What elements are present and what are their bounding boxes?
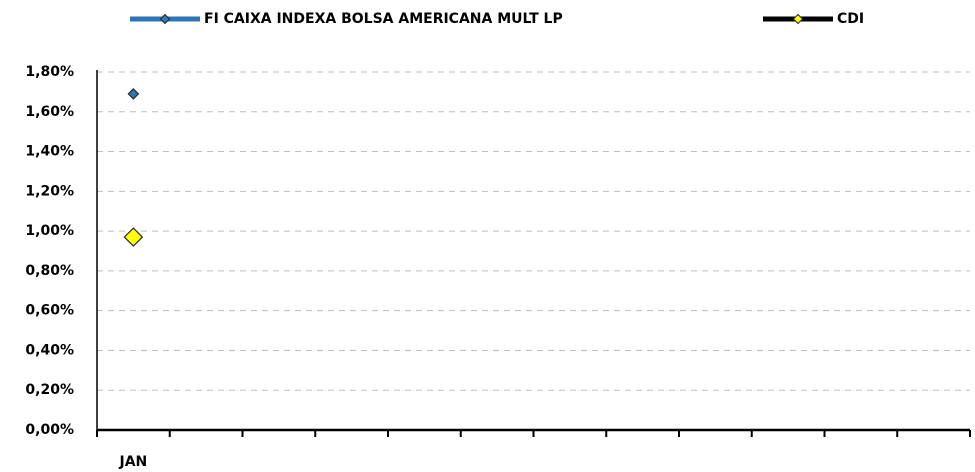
y-tick-label: 0,60% (25, 303, 74, 319)
y-tick-label: 1,80% (25, 64, 74, 80)
y-tick-label: 0,00% (25, 422, 74, 438)
y-tick-label: 1,20% (25, 183, 74, 199)
y-tick-label: 1,60% (25, 104, 74, 120)
legend-label: FI CAIXA INDEXA BOLSA AMERICANA MULT LP (204, 11, 563, 27)
y-tick-label: 0,40% (25, 342, 74, 358)
marker (127, 88, 140, 100)
y-tick-label: 1,00% (25, 223, 74, 239)
y-tick-label: 0,80% (25, 263, 74, 279)
y-tick-label: 1,40% (25, 144, 74, 160)
legend-marker (792, 13, 804, 25)
y-tick-label: 0,20% (25, 382, 74, 398)
legend-label: CDI (837, 11, 864, 27)
x-tick-label: JAN (118, 454, 147, 470)
legend-marker (159, 13, 171, 25)
marker (123, 227, 144, 247)
